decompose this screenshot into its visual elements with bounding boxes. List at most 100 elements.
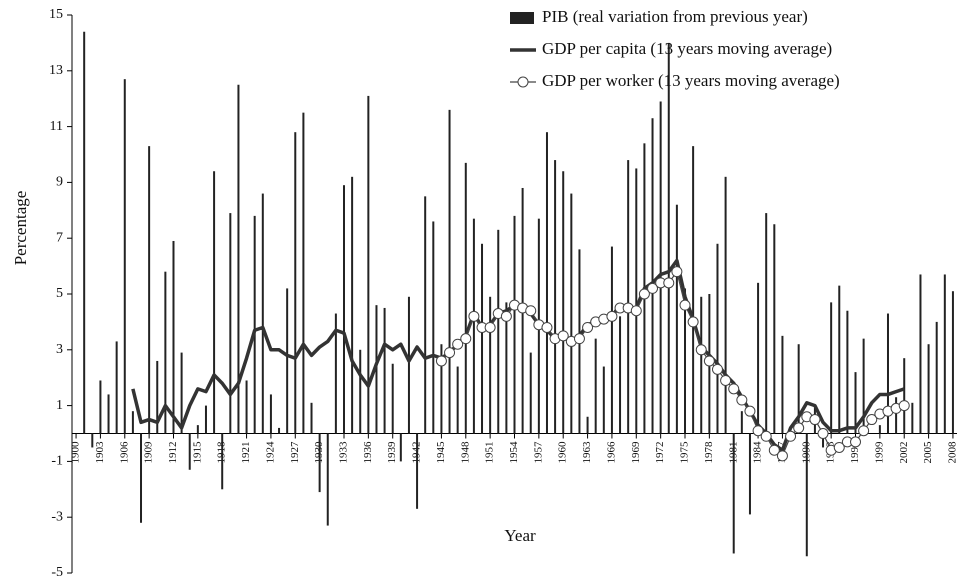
marker [850,436,862,448]
x-tick-label: 1927 [289,441,301,464]
bar [375,305,378,434]
marker [435,355,447,367]
bar [862,338,865,434]
bar [943,274,946,434]
bar [326,433,329,526]
marker [793,422,805,434]
marker [663,277,675,289]
bar [424,196,427,434]
marker [460,333,472,345]
bar [156,360,159,434]
bar [781,335,784,434]
bar [245,380,248,434]
bar [505,302,508,434]
x-tick-label: 1939 [386,441,398,464]
bar [140,433,143,523]
bar [481,243,484,434]
x-tick-label: 1906 [118,441,130,464]
bar [554,160,557,434]
bar [927,344,930,434]
bar [619,316,622,434]
bar [367,95,370,434]
legend-label: GDP per worker (13 years moving average) [542,71,840,90]
bar [805,433,808,557]
x-tick-label: 1966 [605,441,617,464]
bar [562,171,565,434]
marker [785,430,797,442]
bar [878,425,881,434]
bar [797,344,800,434]
bar [342,185,345,434]
bar [594,338,597,434]
marker [557,330,569,342]
bar [765,213,768,434]
bar [416,433,419,509]
bar [269,394,272,434]
x-tick-label: 1963 [581,441,593,464]
bar [432,221,435,434]
bar [302,112,305,434]
x-tick-label: 1978 [703,441,715,464]
bar [830,302,833,434]
x-tick-label: 1936 [362,441,374,464]
bar [627,160,630,434]
bar [716,243,719,434]
bar [399,433,402,462]
line [440,271,905,457]
x-tick-label: 1999 [873,441,885,464]
bar [773,224,776,434]
bar [448,109,451,434]
x-tick-label: 1948 [459,441,471,464]
bar [667,42,670,434]
y-tick-label: 7 [56,230,63,245]
bar [172,240,175,434]
bar [586,416,589,434]
marker [541,321,553,333]
bar [513,215,516,434]
y-tick-label: 3 [56,342,63,357]
bar [164,271,167,434]
x-tick-label: 2005 [922,441,934,464]
marker [744,405,756,417]
marker [833,441,845,453]
bar [359,349,362,434]
marker [728,383,740,395]
marker [858,425,870,437]
bar [822,433,825,448]
bar [131,411,134,434]
bar [115,341,118,434]
marker [468,310,480,322]
y-tick-label: -1 [51,454,63,469]
bar [99,380,102,434]
bar [180,352,183,434]
x-tick-label: 1921 [240,442,252,464]
marker [582,321,594,333]
bar [895,397,898,434]
x-tick-label: 1912 [167,442,179,464]
marker [703,355,715,367]
bar [675,204,678,434]
bar [903,358,906,434]
y-axis-title: Percentage [11,191,30,266]
bar [635,168,638,434]
bar [286,288,289,434]
bar [911,402,914,434]
marker [647,282,659,294]
marker [760,430,772,442]
bar [489,296,492,434]
bar [383,307,386,434]
bar [919,274,922,434]
x-tick-label: 2008 [946,441,958,464]
marker [720,374,732,386]
marker [711,363,723,375]
bar [692,146,695,434]
x-tick-label: 1951 [484,442,496,464]
marker [695,344,707,356]
x-tick-label: 1954 [508,441,520,464]
x-tick-label: 1915 [191,441,203,464]
marker [444,347,456,359]
bar [951,291,954,434]
x-axis-title: Year [504,526,536,545]
bar [464,162,467,434]
